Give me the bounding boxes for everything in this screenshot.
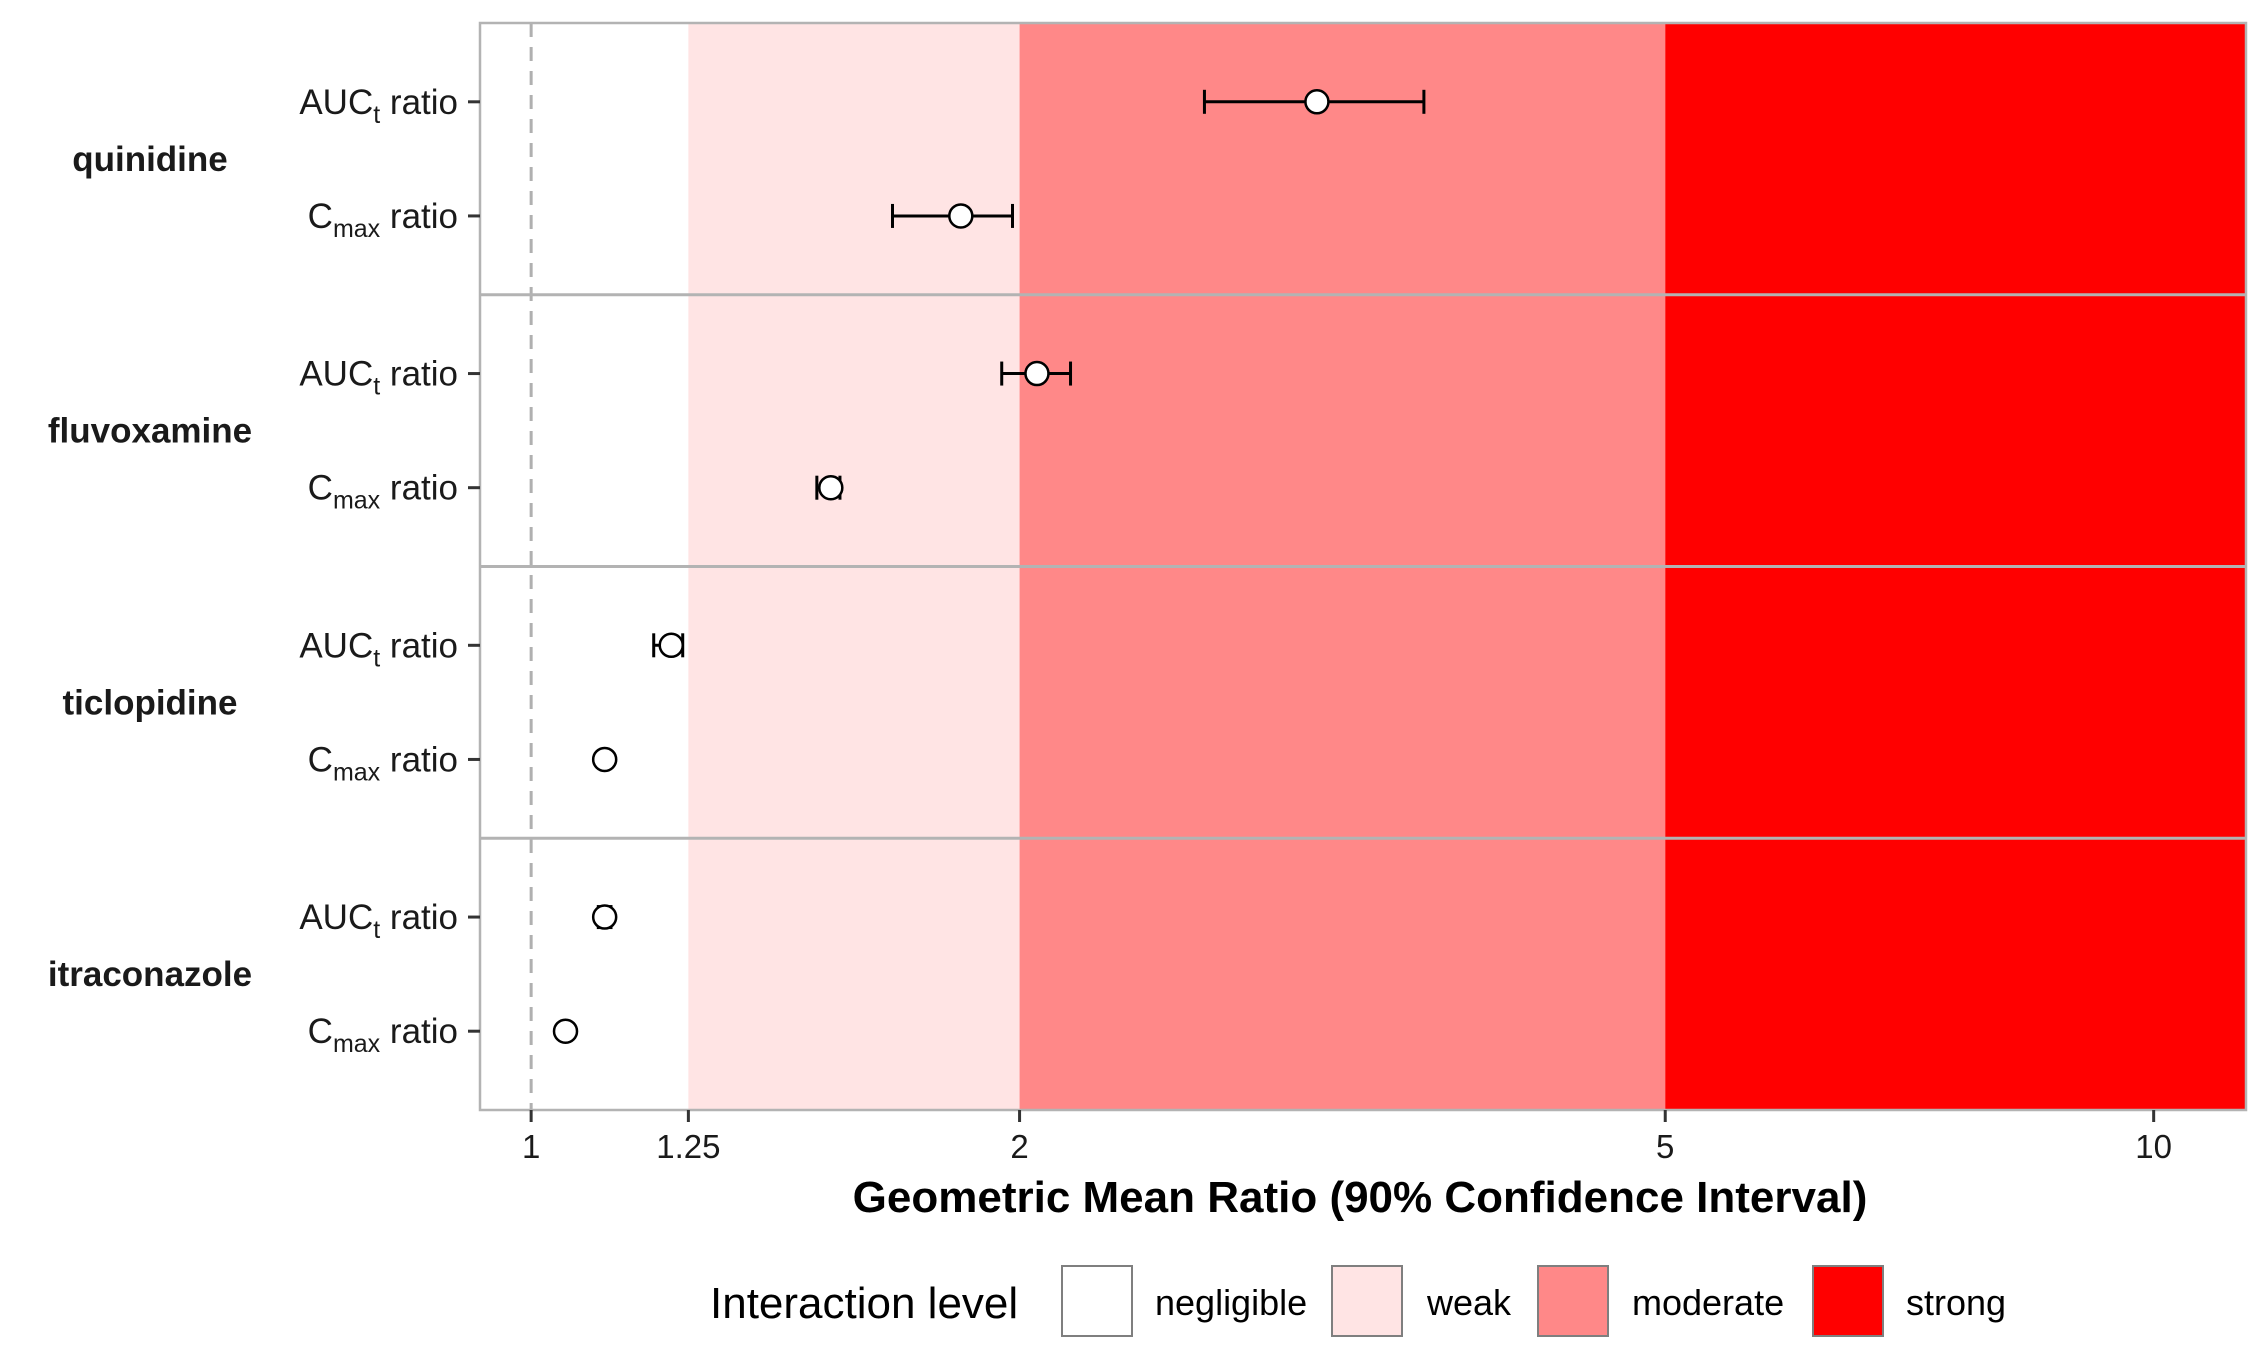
row-label: AUCt ratio <box>299 626 458 672</box>
row-label-subscript: max <box>333 215 381 243</box>
point-estimate <box>591 746 618 773</box>
x-axis-title: Geometric Mean Ratio (90% Confidence Int… <box>853 1173 1868 1222</box>
x-axis: 1 1.25 2 5 10 <box>522 1110 2172 1165</box>
group-label-quinidine: quinidine <box>72 140 228 179</box>
group-label-fluvoxamine: fluvoxamine <box>48 412 252 451</box>
row-label: AUCt ratio <box>299 898 458 944</box>
row-label-main: AUC <box>299 898 373 937</box>
row-label-subscript: t <box>373 373 380 401</box>
legend-label-strong: strong <box>1906 1282 2006 1323</box>
row-label-suffix: ratio <box>380 355 458 394</box>
row-label: AUCt ratio <box>299 83 458 129</box>
x-tick-label: 1.25 <box>656 1128 720 1165</box>
point-estimate <box>591 904 618 930</box>
group-separators <box>480 293 2246 840</box>
x-tick-label: 10 <box>2135 1128 2172 1165</box>
row-label: Cmax ratio <box>308 740 458 786</box>
point-estimate <box>818 474 844 501</box>
row-label-main: C <box>308 469 333 508</box>
legend-label-weak: weak <box>1426 1282 1512 1323</box>
row-label-main: AUC <box>299 83 373 122</box>
row-label-suffix: ratio <box>380 83 458 122</box>
point-estimate <box>1304 89 1330 115</box>
row-label-main: AUC <box>299 355 373 394</box>
point-estimate <box>658 632 685 659</box>
row-label-main: AUC <box>299 626 373 665</box>
row-label-subscript: t <box>373 916 380 944</box>
row-label-subscript: max <box>333 1030 381 1058</box>
panel-border <box>478 21 2248 1112</box>
row-label: Cmax ratio <box>308 469 458 515</box>
data-marks <box>552 89 1426 1044</box>
group-label-itraconazole: itraconazole <box>48 955 252 994</box>
legend-swatch-moderate <box>1537 1265 1609 1337</box>
legend: Interaction level negligible weak moderate s… <box>710 1265 2006 1337</box>
point-estimate <box>552 1018 579 1044</box>
row-label-suffix: ratio <box>380 626 458 665</box>
row-label-main: C <box>308 1012 333 1051</box>
x-tick-label: 1 <box>522 1128 540 1165</box>
row-label-suffix: ratio <box>380 740 458 779</box>
point-estimate <box>948 203 974 229</box>
row-label-suffix: ratio <box>380 1012 458 1051</box>
row-label: Cmax ratio <box>308 1012 458 1058</box>
row-label-main: C <box>308 740 333 779</box>
legend-label-negligible: negligible <box>1155 1282 1307 1323</box>
row-label-suffix: ratio <box>380 469 458 508</box>
row-label-main: C <box>308 197 333 236</box>
x-tick-label: 5 <box>1656 1128 1674 1165</box>
row-label-subscript: max <box>333 487 381 515</box>
row-label: Cmax ratio <box>308 197 458 243</box>
legend-label-moderate: moderate <box>1632 1282 1784 1323</box>
row-label-subscript: t <box>373 101 380 129</box>
legend-swatch-negligible <box>1061 1265 1133 1337</box>
row-label-subscript: max <box>333 758 381 786</box>
legend-swatch-strong <box>1812 1265 1884 1337</box>
group-label-ticlopidine: ticlopidine <box>63 683 238 722</box>
row-label-subscript: t <box>373 644 380 672</box>
row-label: AUCt ratio <box>299 355 458 401</box>
legend-swatch-weak <box>1331 1265 1403 1337</box>
panel-border-group <box>478 21 2248 1112</box>
x-tick-label: 2 <box>1010 1128 1028 1165</box>
row-label-suffix: ratio <box>380 898 458 937</box>
point-estimate <box>1024 360 1050 387</box>
legend-title: Interaction level <box>710 1279 1018 1328</box>
row-label-suffix: ratio <box>380 197 458 236</box>
